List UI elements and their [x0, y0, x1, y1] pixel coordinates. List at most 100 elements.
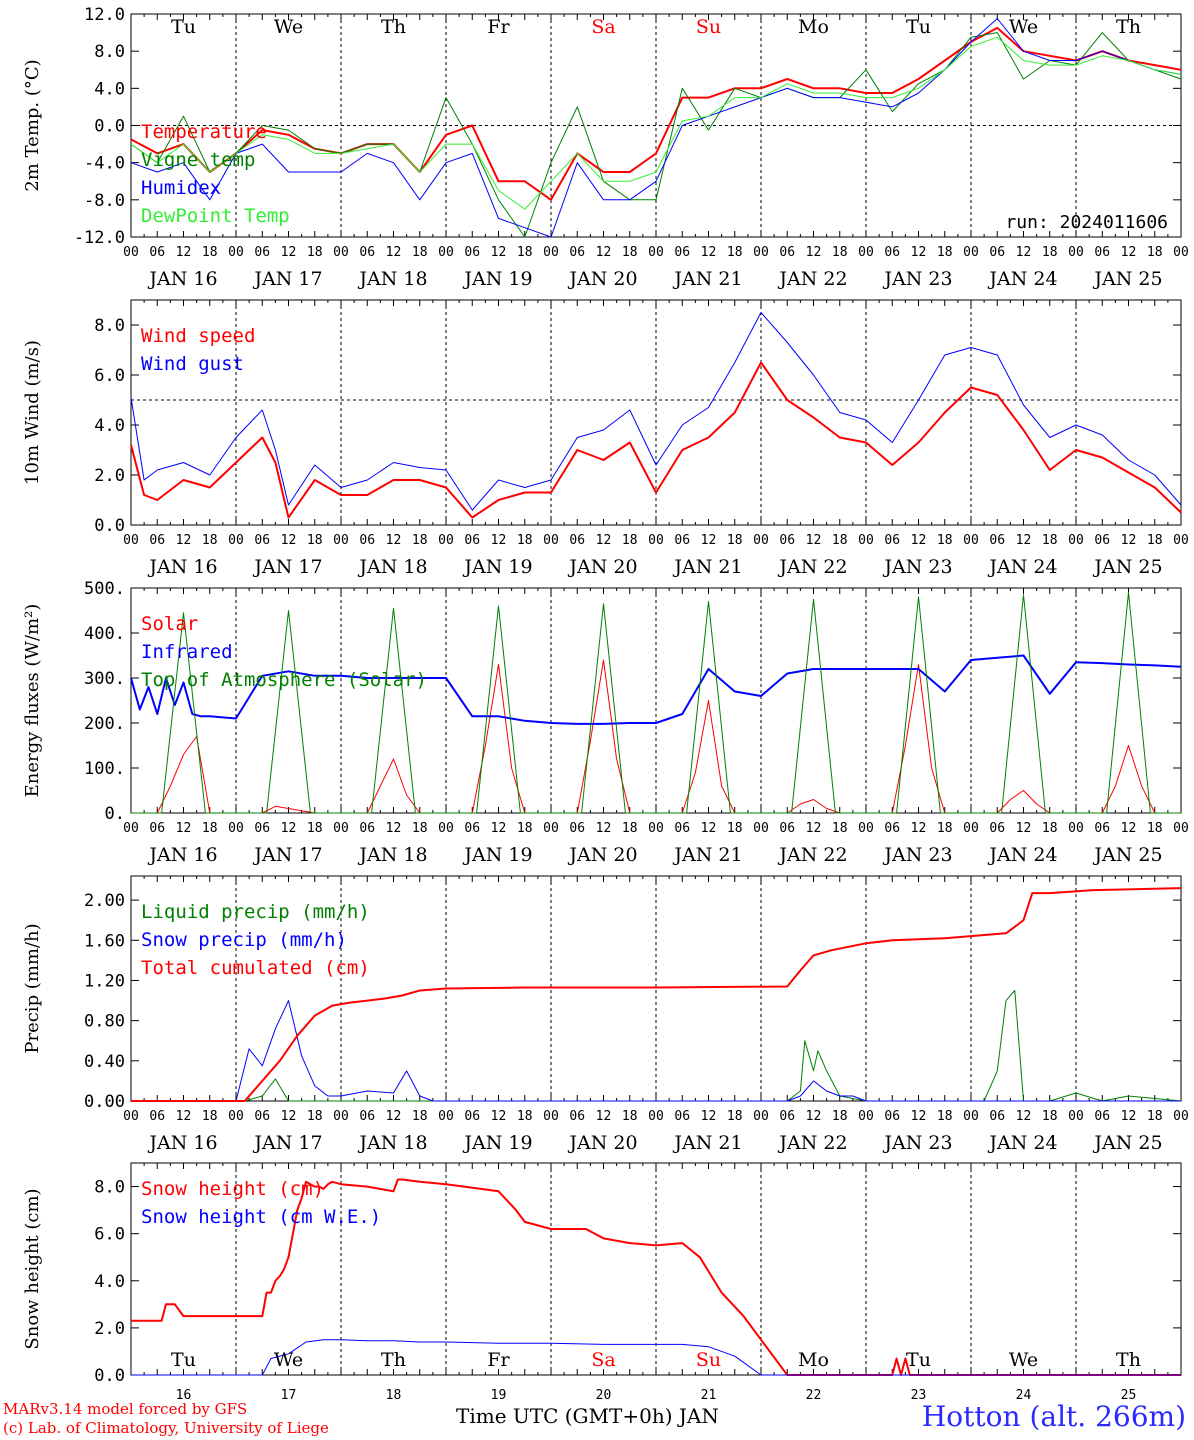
- x-tick-label: 00: [858, 245, 874, 260]
- day-number-label: 17: [281, 1388, 297, 1403]
- weekday-label: Sa: [591, 1349, 615, 1371]
- x-tick-label: 18: [1147, 245, 1163, 260]
- x-tick-label: 00: [333, 245, 349, 260]
- x-tick-label: 06: [149, 533, 165, 548]
- day-label: JAN 16: [147, 1132, 217, 1154]
- x-tick-label: 00: [1068, 245, 1084, 260]
- day-label: JAN 20: [567, 268, 637, 290]
- x-tick-label: 12: [806, 245, 822, 260]
- x-tick-label: 00: [1173, 533, 1189, 548]
- weekday-label: We: [1009, 1349, 1038, 1371]
- x-tick-label: 06: [359, 1109, 375, 1124]
- x-tick-label: 00: [753, 821, 769, 836]
- day-label: JAN 23: [882, 844, 952, 866]
- day-label: JAN 21: [672, 1132, 742, 1154]
- x-tick-label: 00: [963, 1109, 979, 1124]
- x-tick-label: 00: [858, 1109, 874, 1124]
- x-tick-label: 12: [281, 821, 297, 836]
- x-tick-label: 12: [911, 245, 927, 260]
- y-tick-label: 4.0: [94, 1272, 125, 1292]
- x-tick-label: 18: [412, 1109, 428, 1124]
- day-label: JAN 22: [777, 268, 847, 290]
- series-line-snow-precip-mm-h-: [131, 1000, 1181, 1102]
- station-name: Hotton (alt. 266m): [921, 1400, 1186, 1433]
- x-tick-label: 12: [386, 245, 402, 260]
- x-tick-label: 06: [359, 821, 375, 836]
- weekday-label: Mo: [798, 16, 829, 38]
- y-tick-label: 400.: [84, 624, 125, 644]
- x-tick-label: 00: [858, 821, 874, 836]
- x-tick-label: 00: [123, 533, 139, 548]
- x-tick-label: 18: [307, 533, 323, 548]
- legend-entry: Solar: [141, 613, 198, 635]
- x-tick-label: 00: [228, 245, 244, 260]
- x-tick-label: 18: [727, 245, 743, 260]
- x-tick-label: 18: [1147, 533, 1163, 548]
- x-tick-label: 12: [701, 245, 717, 260]
- x-tick-label: 00: [438, 533, 454, 548]
- weekday-label: Tu: [906, 16, 931, 38]
- x-tick-label: 00: [648, 245, 664, 260]
- legend-entry: Vigne temp: [141, 149, 255, 171]
- legend-entry: Snow height (cm): [141, 1178, 324, 1200]
- x-tick-label: 06: [464, 821, 480, 836]
- legend-entry: Top of Atmosphere (Solar): [141, 669, 427, 691]
- series-line-wind-gust: [130, 312, 1182, 511]
- x-tick-label: 12: [596, 245, 612, 260]
- weekday-label: We: [274, 16, 303, 38]
- x-tick-label: 06: [989, 533, 1005, 548]
- weekday-label: We: [1009, 16, 1038, 38]
- weekday-label: Tu: [906, 1349, 931, 1371]
- day-number-label: 19: [491, 1388, 507, 1403]
- series-line-humidex: [130, 18, 1182, 238]
- x-tick-label: 00: [123, 1109, 139, 1124]
- y-tick-label: 0.0: [94, 117, 125, 137]
- day-label: JAN 24: [987, 556, 1057, 578]
- y-tick-label: 8.0: [94, 1178, 125, 1198]
- weekday-label: Th: [381, 16, 406, 38]
- y-tick-label: 8.0: [94, 316, 125, 336]
- legend-entry: Humidex: [141, 177, 221, 199]
- day-label: JAN 17: [252, 844, 322, 866]
- x-tick-label: 18: [517, 821, 533, 836]
- x-tick-label: 18: [937, 533, 953, 548]
- day-label: JAN 18: [357, 1132, 427, 1154]
- y-axis-label: 10m Wind (m/s): [22, 340, 43, 485]
- x-tick-label: 06: [569, 245, 585, 260]
- day-label: JAN 25: [1092, 556, 1162, 578]
- x-tick-label: 18: [1042, 1109, 1058, 1124]
- day-label: JAN 19: [462, 1132, 532, 1154]
- x-tick-label: 06: [989, 245, 1005, 260]
- x-tick-label: 12: [806, 533, 822, 548]
- x-tick-label: 00: [228, 821, 244, 836]
- x-tick-label: 06: [254, 821, 270, 836]
- x-tick-label: 12: [1121, 533, 1137, 548]
- day-label: JAN 19: [462, 268, 532, 290]
- legend-entry: Infrared: [141, 641, 233, 663]
- x-tick-label: 12: [911, 533, 927, 548]
- legend-entry: Temperature: [141, 121, 267, 143]
- y-tick-label: 6.0: [94, 366, 125, 386]
- weekday-label: Fr: [487, 1349, 510, 1371]
- x-tick-label: 12: [1121, 1109, 1137, 1124]
- series-line-infrared: [130, 654, 1182, 725]
- x-tick-label: 06: [569, 1109, 585, 1124]
- x-tick-label: 12: [491, 821, 507, 836]
- series-line-total-cumulated-cm-: [131, 887, 1182, 1102]
- x-tick-label: 06: [884, 1109, 900, 1124]
- x-tick-label: 18: [1147, 821, 1163, 836]
- x-tick-label: 18: [307, 1109, 323, 1124]
- legend-entry: Total cumulated (cm): [141, 957, 370, 979]
- series-line-vigne-temp: [130, 32, 1182, 238]
- x-tick-label: 06: [989, 1109, 1005, 1124]
- y-tick-label: 1.60: [84, 931, 125, 951]
- day-label: JAN 20: [567, 1132, 637, 1154]
- day-label: JAN 22: [777, 1132, 847, 1154]
- day-label: JAN 17: [252, 268, 322, 290]
- weekday-label: Th: [1116, 16, 1141, 38]
- day-label: JAN 16: [147, 844, 217, 866]
- x-tick-label: 06: [674, 1109, 690, 1124]
- y-tick-label: 100.: [84, 759, 125, 779]
- x-tick-label: 06: [674, 245, 690, 260]
- x-tick-label: 18: [1147, 1109, 1163, 1124]
